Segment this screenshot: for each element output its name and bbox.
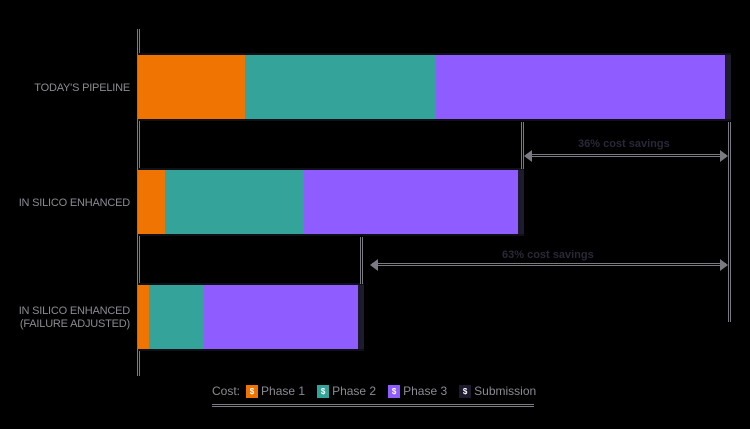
dollar-icon: $ — [388, 384, 401, 398]
savings-label-63: 63% cost savings — [502, 249, 594, 261]
legend-label: Submission — [474, 384, 537, 398]
category-label-in-silico-enhanced: IN SILICO ENHANCED — [18, 197, 131, 209]
savings-label-36: 36% cost savings — [578, 138, 670, 150]
segment-phase-2 — [245, 55, 436, 119]
legend-item-phase-2: $ Phase 2 — [317, 384, 376, 398]
legend-label: Phase 2 — [332, 384, 377, 398]
segment-phase-3 — [436, 55, 725, 119]
bar-in-silico-failure-adjusted — [138, 283, 364, 351]
legend-underline — [212, 404, 534, 407]
segment-phase-3 — [304, 170, 518, 234]
reference-line-failure-adjusted — [360, 237, 363, 284]
segment-submission — [725, 55, 731, 119]
segment-submission — [518, 170, 524, 234]
category-label-line-2: (FAILURE ADJUSTED) — [19, 318, 130, 330]
segment-phase-1 — [138, 285, 149, 349]
category-label-in-silico-failure-adjusted: IN SILICO ENHANCED (FAILURE ADJUSTED) — [18, 305, 131, 331]
bar-todays-pipeline — [138, 53, 731, 121]
legend-label: Phase 3 — [403, 384, 448, 398]
bar-in-silico-enhanced — [138, 168, 524, 236]
segment-phase-1 — [138, 55, 245, 119]
segment-phase-1 — [138, 170, 165, 234]
savings-arrow-63 — [370, 259, 728, 271]
legend-item-submission: $ Submission — [459, 384, 536, 398]
segment-phase-2 — [149, 285, 204, 349]
legend-item-phase-1: $ Phase 1 — [246, 384, 305, 398]
segment-phase-2 — [165, 170, 304, 234]
category-label-todays-pipeline: TODAY'S PIPELINE — [34, 82, 130, 94]
dollar-icon: $ — [459, 384, 472, 398]
segment-phase-3 — [204, 285, 358, 349]
segment-submission — [358, 285, 364, 349]
savings-arrow-36 — [524, 150, 728, 162]
legend-item-phase-3: $ Phase 3 — [388, 384, 447, 398]
category-label-line-1: IN SILICO ENHANCED — [18, 305, 131, 317]
legend-label: Phase 1 — [261, 384, 306, 398]
legend-title: Cost: — [212, 384, 241, 398]
dollar-icon: $ — [317, 384, 330, 398]
reference-line-enhanced — [521, 122, 524, 169]
reference-line-baseline — [728, 122, 731, 322]
legend: Cost: $ Phase 1 $ Phase 2 $ Phase 3 $ Su… — [212, 384, 542, 398]
dollar-icon: $ — [246, 384, 259, 398]
